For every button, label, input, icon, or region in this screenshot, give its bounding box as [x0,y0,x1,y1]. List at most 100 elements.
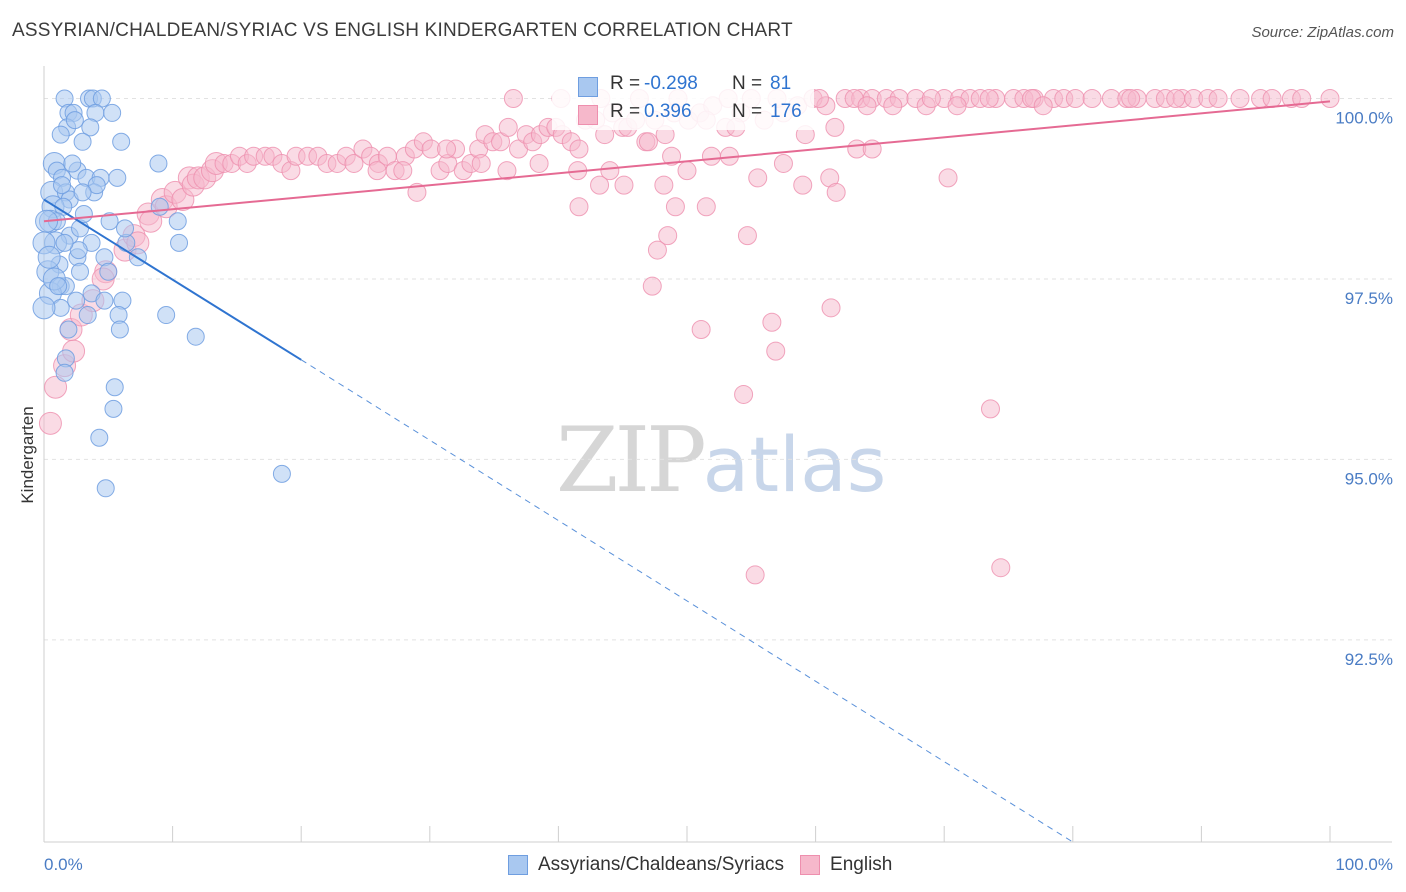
assyrian-point [53,176,72,195]
assyrian-trend-line [43,198,302,361]
english-point [1033,96,1053,116]
assyrian-point [55,363,74,382]
english-point [503,88,523,108]
assyrian-point [150,197,169,216]
english-point [44,375,68,399]
english-point [883,96,903,116]
english-point [766,341,786,361]
english-point [677,161,697,181]
assyrian-point [73,132,92,151]
english-points [38,88,1340,585]
english-point [344,153,364,173]
stats-row-english: R = 0.396 N = 176 [552,100,814,128]
assyrian-point [170,233,189,252]
assyrian-point [108,168,127,187]
legend-swatch-blue [508,855,528,875]
english-point [658,226,678,246]
english-point [1230,88,1250,108]
english-point [367,161,387,181]
stats-r-value: 0.396 [644,101,692,122]
stats-swatch-pink [578,105,598,125]
assyrian-point [81,118,100,137]
english-point [737,226,757,246]
stats-r-value: -0.298 [644,73,698,94]
assyrian-point [95,291,114,310]
english-point [1320,88,1340,108]
english-point [393,161,413,181]
english-point [437,139,457,159]
english-point [748,168,768,188]
assyrian-point [65,111,84,130]
assyrian-point [51,125,70,144]
english-point [979,88,999,108]
english-point [642,276,662,296]
english-point [529,153,549,173]
assyrian-point [168,212,187,231]
stats-n-label: N = [732,101,763,122]
english-point [691,319,711,339]
assyrian-point [103,103,122,122]
assyrian-point [116,219,135,238]
axes-layer [43,66,1392,843]
english-point [471,153,491,173]
english-point [614,175,634,195]
stats-swatch-blue [578,77,598,97]
stats-n-value: 176 [770,101,802,122]
assyrian-point [55,233,74,252]
trend-layer [43,100,1331,843]
assyrian-point [71,262,90,281]
english-point [139,209,163,233]
legend-label: English [830,854,893,875]
assyrian-point [104,399,123,418]
english-point [38,411,62,435]
english-point [773,153,793,173]
legend-label: Assyrians/Chaldeans/Syriacs [538,854,785,875]
english-point [647,240,667,260]
legend: Assyrians/Chaldeans/Syriacs English [508,852,892,878]
assyrian-point [96,479,115,498]
english-point [921,88,941,108]
assyrian-point [67,291,86,310]
grid-layer [44,97,1392,641]
english-point [947,96,967,116]
legend-item-assyrian[interactable]: Assyrians/Chaldeans/Syriacs [508,854,784,876]
assyrian-point [63,154,82,173]
english-point [762,312,782,332]
assyrian-point [100,212,119,231]
assyrian-point [37,245,61,269]
y-tick-label: 92.5% [1345,650,1393,669]
assyrian-point [90,428,109,447]
english-point [1208,88,1228,108]
assyrian-point [49,277,68,296]
english-point [569,197,589,217]
english-point [1121,88,1141,108]
assyrian-point [272,464,291,483]
x-tick-label: 100.0% [1335,855,1393,874]
english-point [980,399,1000,419]
assyrian-point [73,183,92,202]
english-point [826,182,846,202]
watermark: ZIPatlas [556,408,886,513]
y-tick-label: 95.0% [1345,469,1393,488]
english-point [1166,88,1186,108]
english-point [600,161,620,181]
assyrian-point [105,378,124,397]
english-point [638,132,658,152]
y-tick-label: 97.5% [1345,289,1393,308]
y-tick-label: 100.0% [1335,108,1393,127]
assyrian-point [32,296,56,320]
assyrian-trend-extension [300,359,1074,843]
stats-r-label: R = [610,101,641,122]
english-point [825,117,845,137]
legend-swatch-pink [800,855,821,875]
english-trend-line [43,100,1331,223]
tick-labels: 100.0% 97.5% 95.0% 92.5% 0.0% 100.0% [44,108,1393,874]
english-point [991,558,1011,578]
english-point [590,175,610,195]
legend-item-english[interactable]: English [800,854,892,876]
english-point [1262,88,1282,108]
english-point [498,117,518,137]
english-point [569,139,589,159]
english-point [665,197,685,217]
assyrian-point [99,262,118,281]
